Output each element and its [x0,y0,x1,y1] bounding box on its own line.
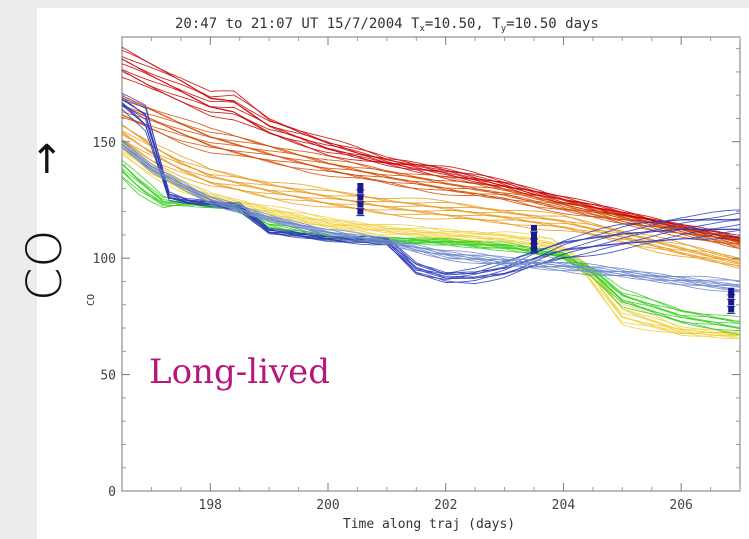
y-tick-label-1: 50 [100,369,116,384]
x-tick-label-1: 200 [316,498,339,513]
trajectory-line-3-0 [122,153,740,339]
plot-frame [122,37,740,491]
trajectory-line-5-0 [122,109,740,284]
up-arrow-icon: ↑ [30,140,64,180]
y-axis-subscript: CO [86,294,97,306]
observation-point-0-1 [357,202,363,208]
observation-point-2-1 [728,299,734,305]
observation-point-0-4 [357,183,363,189]
x-tick-label-4: 206 [669,498,692,513]
trajectory-line-3-1 [122,154,740,338]
x-tick-label-3: 204 [552,498,576,513]
title-part-4: =10.50 days [506,16,599,32]
x-axis-label: Time along traj (days) [343,517,515,532]
trajectory-line-0-5 [122,59,740,239]
y-tick-label-3: 150 [93,136,116,151]
y-axis-side-label: CO [5,241,85,301]
plot-area: 198 200 202 204 206 0 50 100 150 [93,37,740,513]
trajectory-line-0-2 [122,70,740,243]
observation-point-1-4 [531,225,537,231]
y-tick-label-2: 100 [93,252,116,267]
trajectory-line-5-3 [122,104,740,278]
title-part-2: =10.50, T [425,16,501,32]
observation-point-2-0 [728,306,734,312]
trajectory-line-0-9 [122,47,740,238]
trajectory-line-0-3 [122,69,740,241]
observation-point-0-0 [357,209,363,215]
trajectory-line-0-4 [122,64,740,238]
observation-point-2-3 [728,288,734,294]
chart-title: 20:47 to 21:07 UT 15/7/2004 Tx=10.50, Ty… [175,16,599,34]
title-part-0: 20:47 to 21:07 UT 15/7/2004 T [175,16,420,32]
trajectory-line-5-5 [122,99,740,278]
x-tick-label-2: 202 [434,498,457,513]
trajectory-line-4-5 [122,168,740,323]
observation-point-0-2 [357,195,363,201]
lifetime-annotation: Long-lived [149,352,330,392]
x-tick-label-0: 198 [199,498,222,513]
y-tick-label-0: 0 [108,485,116,500]
observation-point-1-3 [531,232,537,238]
